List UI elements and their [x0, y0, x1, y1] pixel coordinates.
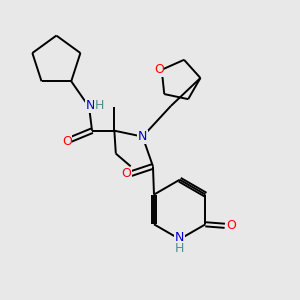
- Text: N: N: [86, 99, 95, 112]
- Text: O: O: [226, 219, 236, 232]
- Text: H: H: [175, 242, 184, 255]
- Text: N: N: [138, 130, 147, 143]
- Text: O: O: [121, 167, 131, 180]
- Text: N: N: [175, 231, 184, 244]
- Text: O: O: [62, 135, 72, 148]
- Text: O: O: [154, 63, 164, 76]
- Text: H: H: [95, 99, 104, 112]
